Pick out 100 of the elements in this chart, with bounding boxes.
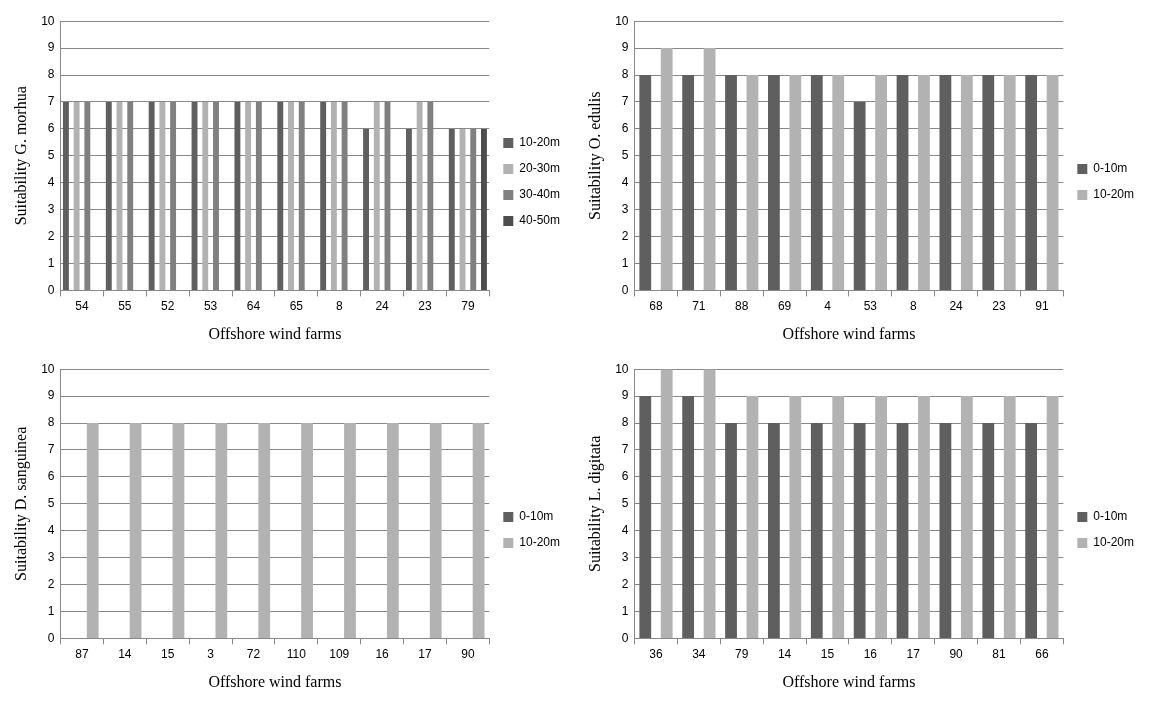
legend-label: 30-40m [519, 187, 560, 202]
x-tick-label: 110 [286, 646, 307, 661]
bar [1025, 423, 1038, 638]
y-tick-label: 1 [621, 603, 629, 618]
y-tick-label: 8 [47, 415, 55, 430]
x-tick-label: 79 [461, 298, 475, 313]
y-tick-label: 8 [621, 67, 629, 82]
y-tick-label: 0 [47, 282, 55, 297]
bar [746, 75, 759, 290]
bar [1025, 75, 1038, 290]
x-tick-label: 23 [418, 298, 432, 313]
bar [832, 396, 845, 638]
y-tick-label: 0 [47, 630, 55, 645]
y-axis-title: Suitability G. morhua [11, 86, 30, 226]
x-tick-label: 88 [735, 298, 749, 313]
bar [1003, 75, 1016, 290]
x-tick-label: 17 [906, 646, 921, 661]
bar [896, 75, 909, 290]
x-tick-label: 3 [207, 646, 215, 661]
legend-label: 10-20m [519, 135, 560, 150]
x-tick-label: 8 [335, 298, 343, 313]
bar [789, 396, 802, 638]
y-tick-label: 3 [621, 201, 629, 216]
bar [853, 101, 866, 290]
x-tick-label: 72 [246, 646, 261, 661]
y-tick-label: 2 [47, 576, 55, 591]
y-tick-label: 1 [47, 255, 55, 270]
x-tick-label: 90 [461, 646, 475, 661]
x-tick-label: 14 [777, 646, 792, 661]
y-axis-title: Suitability O. edulis [585, 91, 604, 221]
x-tick-label: 54 [75, 298, 89, 313]
y-tick-label: 3 [47, 549, 55, 564]
x-tick-label: 90 [949, 646, 964, 661]
x-tick-label: 23 [992, 298, 1006, 313]
bar [768, 75, 780, 290]
legend-label: 0-10m [1093, 509, 1128, 524]
legend-label: 40-50m [519, 213, 560, 228]
x-tick-label: 16 [375, 646, 390, 661]
bar [982, 423, 995, 638]
bar [660, 369, 673, 638]
y-tick-label: 0 [621, 630, 629, 645]
x-tick-label: 53 [203, 298, 218, 313]
bar [875, 75, 887, 290]
y-tick-label: 10 [41, 361, 55, 376]
bar [918, 75, 930, 290]
y-tick-label: 6 [621, 121, 629, 136]
bar [982, 75, 995, 290]
x-tick-label: 66 [1035, 646, 1049, 661]
y-tick-label: 9 [47, 388, 55, 403]
y-tick-label: 1 [621, 255, 629, 270]
bar [768, 423, 780, 638]
y-tick-label: 2 [621, 228, 629, 243]
y-tick-label: 4 [47, 175, 55, 190]
x-tick-label: 91 [1035, 298, 1049, 313]
x-tick-label: 87 [75, 646, 89, 661]
bar [639, 396, 652, 638]
bar [789, 75, 802, 290]
bar [703, 48, 716, 290]
bar [1046, 396, 1059, 638]
x-tick-label: 79 [735, 646, 749, 661]
legend-label: 10-20m [1093, 535, 1134, 550]
bar [918, 396, 930, 638]
legend-label: 20-30m [519, 161, 560, 176]
legend-label: 10-20m [519, 535, 560, 550]
x-axis-title: Offshore wind farms [782, 324, 916, 342]
y-tick-label: 5 [47, 496, 55, 511]
bar [725, 75, 737, 290]
legend-label: 10-20m [1093, 187, 1134, 202]
y-tick-label: 6 [47, 121, 55, 136]
x-tick-label: 69 [777, 298, 792, 313]
bar [746, 396, 759, 638]
x-tick-label: 55 [118, 298, 132, 313]
bar [639, 75, 652, 290]
x-axis-title: Offshore wind farms [782, 672, 916, 690]
y-tick-label: 7 [47, 94, 55, 109]
x-tick-label: 64 [246, 298, 261, 313]
x-tick-label: 4 [824, 298, 832, 313]
x-tick-label: 109 [329, 646, 350, 661]
x-tick-label: 15 [820, 646, 835, 661]
y-tick-label: 6 [47, 469, 55, 484]
y-tick-label: 0 [621, 282, 629, 297]
bar [725, 423, 737, 638]
legend-label: 0-10m [519, 509, 554, 524]
bar [703, 369, 716, 638]
y-axis-title: Suitability D. sanguinea [11, 426, 30, 581]
bar [896, 423, 909, 638]
y-tick-label: 9 [621, 388, 629, 403]
x-tick-label: 24 [949, 298, 964, 313]
y-tick-label: 3 [47, 201, 55, 216]
y-tick-label: 10 [615, 13, 629, 28]
y-tick-label: 7 [47, 442, 55, 457]
y-tick-label: 10 [615, 361, 629, 376]
bar [939, 423, 952, 638]
y-tick-label: 7 [621, 442, 629, 457]
y-tick-label: 4 [621, 175, 629, 190]
bar [810, 75, 823, 290]
bar [832, 75, 845, 290]
x-tick-label: 15 [161, 646, 175, 661]
x-tick-label: 14 [118, 646, 132, 661]
y-tick-label: 6 [621, 469, 629, 484]
